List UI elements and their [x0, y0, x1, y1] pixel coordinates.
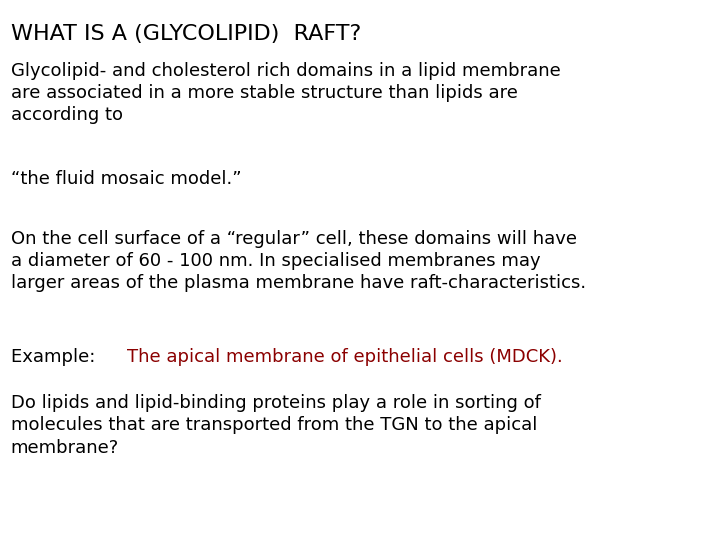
Text: WHAT IS A (GLYCOLIPID)  RAFT?: WHAT IS A (GLYCOLIPID) RAFT? [11, 24, 361, 44]
Text: On the cell surface of a “regular” cell, these domains will have
a diameter of 6: On the cell surface of a “regular” cell,… [11, 230, 586, 292]
Text: Do lipids and lipid-binding proteins play a role in sorting of
molecules that ar: Do lipids and lipid-binding proteins pla… [11, 394, 541, 457]
Text: Example:: Example: [11, 348, 101, 366]
Text: “the fluid mosaic model.”: “the fluid mosaic model.” [11, 170, 241, 188]
Text: The apical membrane of epithelial cells (MDCK).: The apical membrane of epithelial cells … [127, 348, 563, 366]
Text: Glycolipid- and cholesterol rich domains in a lipid membrane
are associated in a: Glycolipid- and cholesterol rich domains… [11, 62, 561, 125]
